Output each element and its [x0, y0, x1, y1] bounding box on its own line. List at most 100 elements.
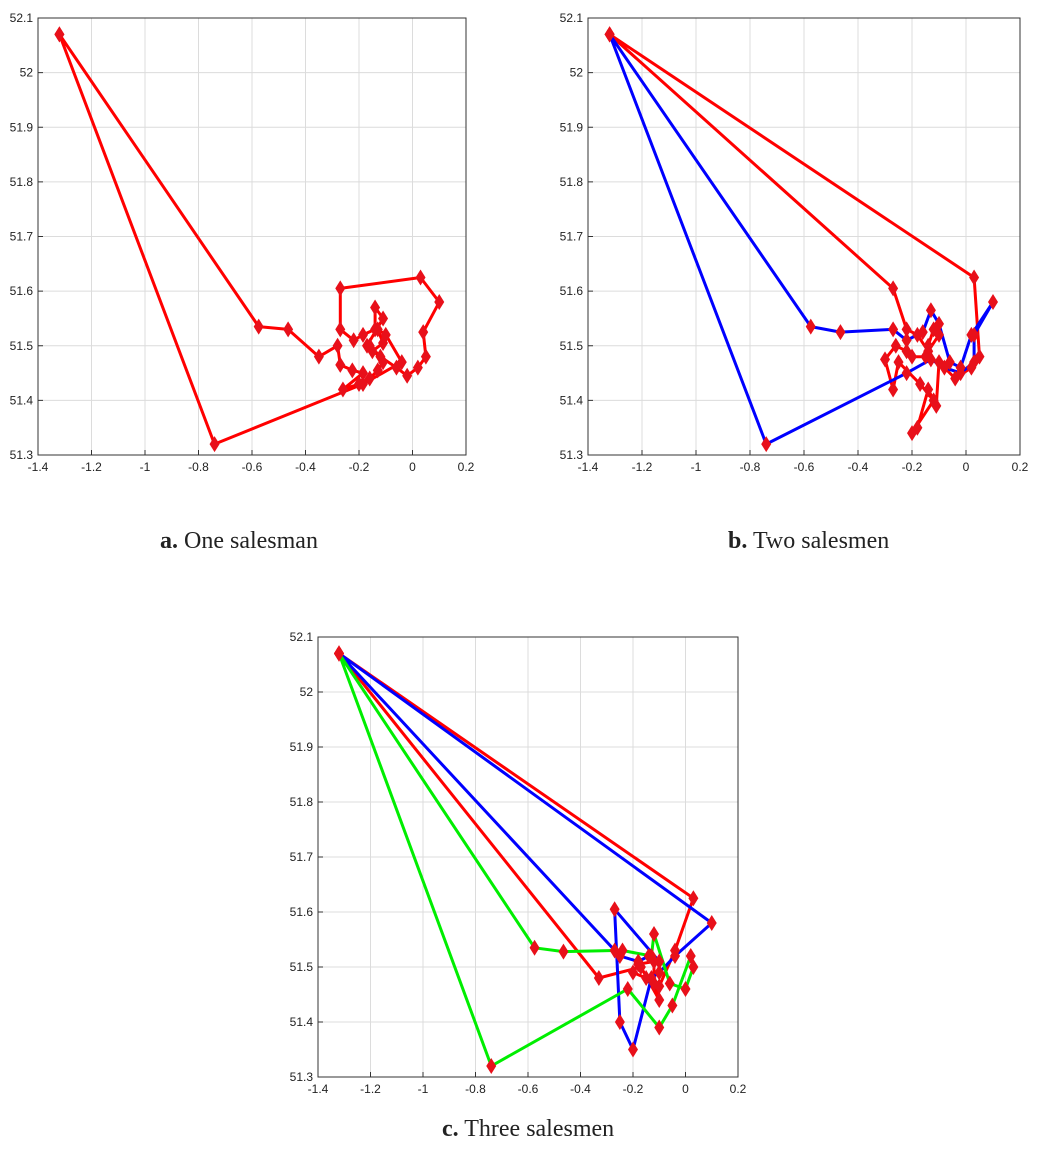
point-marker [955, 365, 966, 382]
point-marker [934, 315, 944, 332]
y-tick-label: 51.3 [560, 448, 584, 462]
point-marker [685, 948, 696, 964]
caption-letter: b. [728, 528, 748, 554]
y-tick-label: 51.9 [560, 120, 584, 134]
y-tick-label: 51.7 [290, 850, 314, 864]
y-tick-label: 51.8 [560, 175, 584, 189]
caption-c: c. Three salesmen [442, 1116, 614, 1143]
point-marker [680, 981, 691, 997]
point-marker [939, 359, 950, 376]
point-marker [358, 365, 369, 382]
point-marker [335, 280, 346, 297]
chart-panel-one-salesman: -1.4 -1.2 -1 -0.8 -0.6 -0.4 -0.2 0 0.2 51.3 51.4 51… [0, 0, 500, 480]
x-tick-label: -0.4 [848, 460, 869, 474]
point-marker [396, 354, 407, 371]
point-marker [654, 964, 665, 981]
point-marker [609, 901, 620, 918]
markers [54, 26, 445, 453]
point-marker [888, 381, 899, 398]
point-marker [335, 321, 346, 338]
point-marker [907, 348, 917, 365]
point-marker [372, 362, 383, 379]
point-marker [667, 997, 678, 1014]
point-marker [893, 354, 904, 371]
point-marker [880, 351, 890, 368]
point-marker [901, 365, 912, 382]
y-tick-label: 51.4 [290, 1015, 314, 1029]
x-tick-label: -0.8 [188, 460, 209, 474]
point-marker [646, 948, 657, 964]
point-marker [622, 981, 633, 997]
point-marker [664, 975, 675, 992]
markers [334, 645, 717, 1074]
point-marker [923, 381, 934, 398]
x-axis: -1.4 -1.2 -1 -0.8 -0.6 -0.4 -0.2 0 0.2 [28, 450, 475, 474]
y-tick-label: 51.4 [10, 393, 34, 407]
y-tick-label: 51.7 [560, 230, 584, 244]
point-marker [654, 1019, 665, 1036]
x-tick-label: -0.2 [902, 460, 923, 474]
point-marker [283, 321, 294, 338]
point-marker [334, 645, 344, 662]
caption-letter: a. [160, 528, 178, 554]
point-marker [628, 964, 638, 981]
x-tick-label: -0.6 [242, 460, 263, 474]
point-marker [335, 356, 346, 373]
x-tick-label: -0.8 [740, 460, 761, 474]
series-line-3 [337, 652, 695, 1068]
point-marker [670, 948, 680, 964]
x-tick-label: -1.2 [360, 1082, 381, 1096]
point-marker [529, 939, 540, 956]
x-tick-label: 0 [409, 460, 416, 474]
x-tick-label: -1.4 [28, 460, 49, 474]
y-tick-label: 52 [300, 685, 314, 699]
y-tick-label: 51.5 [290, 960, 314, 974]
y-tick-label: 51.3 [290, 1070, 314, 1084]
point-marker [988, 294, 998, 311]
caption-text: Two salesmen [752, 528, 890, 554]
point-marker [925, 351, 936, 368]
chart-two-salesmen: -1.4 -1.2 -1 -0.8 -0.6 -0.4 -0.2 0 0.251.351.451… [560, 11, 1029, 474]
y-tick-label: 51.8 [290, 795, 314, 809]
caption-a: a. One salesman [160, 528, 318, 555]
x-tick-label: 0 [682, 1082, 689, 1096]
x-tick-label: -0.4 [570, 1082, 591, 1096]
point-marker [917, 324, 928, 341]
point-marker [649, 926, 659, 942]
point-marker [486, 1058, 497, 1074]
point-marker [558, 943, 569, 960]
y-tick-label: 52 [570, 66, 584, 80]
point-marker [907, 425, 917, 442]
x-tick-label: -1.4 [578, 460, 599, 474]
point-marker [609, 942, 620, 959]
point-marker [706, 915, 717, 931]
point-marker [358, 326, 369, 343]
point-marker [654, 992, 665, 1008]
x-tick-label: 0 [963, 460, 970, 474]
point-marker [378, 310, 389, 327]
y-tick-label: 51.6 [560, 284, 584, 298]
point-marker [364, 370, 375, 387]
y-tick-label: 51.7 [10, 230, 34, 244]
y-tick-label: 51.5 [10, 339, 34, 353]
x-tick-label: -0.8 [465, 1082, 486, 1096]
point-marker [253, 318, 264, 335]
x-tick-label: -1.2 [632, 460, 653, 474]
y-tick-label: 52.1 [10, 11, 34, 25]
point-marker [347, 362, 358, 379]
point-marker [934, 326, 944, 343]
point-marker [835, 324, 846, 341]
point-marker [412, 359, 423, 376]
caption-text: One salesman [184, 528, 318, 554]
point-marker [420, 348, 431, 365]
point-marker [367, 343, 378, 360]
x-tick-label: -0.4 [295, 460, 316, 474]
chart-panel-three-salesmen: -1.4 -1.2 -1 -0.8 -0.6 -0.4 -0.2 0 0.2 51.3 51.4 51… [258, 617, 778, 1097]
point-marker [402, 367, 413, 384]
y-tick-label: 51.5 [560, 339, 584, 353]
point-marker [375, 348, 386, 365]
markers [604, 26, 998, 453]
point-marker [966, 359, 977, 376]
point-marker [348, 332, 359, 349]
point-marker [370, 299, 381, 316]
